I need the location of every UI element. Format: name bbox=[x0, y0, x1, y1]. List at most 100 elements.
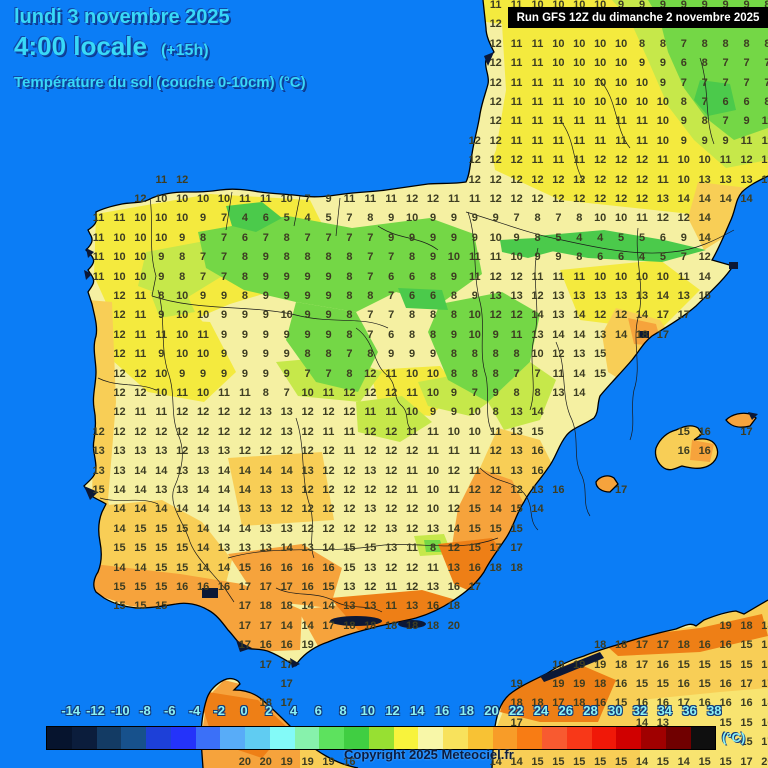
grid-temperature-value: 7 bbox=[262, 231, 269, 244]
grid-temperature-value: 19 bbox=[280, 755, 293, 768]
grid-temperature-value: 9 bbox=[220, 309, 228, 322]
grid-temperature-value: 17 bbox=[238, 581, 252, 593]
grid-temperature-value: 10 bbox=[635, 76, 649, 89]
grid-temperature-value: 11 bbox=[406, 425, 418, 438]
zone-green-tongue bbox=[286, 302, 378, 392]
grid-temperature-value: 10 bbox=[280, 309, 293, 322]
grid-temperature-value: 10 bbox=[614, 37, 628, 50]
grid-temperature-value: 10 bbox=[447, 251, 461, 264]
grid-temperature-value: 18 bbox=[614, 658, 628, 671]
grid-temperature-value: 8 bbox=[764, 96, 768, 108]
grid-temperature-value: 13 bbox=[698, 173, 711, 186]
grid-temperature-value: 12 bbox=[364, 367, 377, 380]
grid-temperature-value: 11 bbox=[385, 406, 398, 419]
grid-temperature-value: 13 bbox=[259, 503, 272, 516]
grid-temperature-value: 14 bbox=[698, 231, 711, 244]
zone-roussillon-lo bbox=[688, 182, 748, 250]
grid-temperature-value: 13 bbox=[594, 328, 607, 341]
zone-algeria-west-deep bbox=[500, 662, 616, 722]
grid-temperature-value: 17 bbox=[259, 581, 272, 593]
grid-temperature-value: 13 bbox=[531, 484, 544, 496]
grid-temperature-value: 14 bbox=[134, 464, 147, 477]
grid-temperature-value: 11 bbox=[427, 561, 439, 574]
grid-temperature-value: 9 bbox=[429, 251, 437, 264]
grid-temperature-value: 10 bbox=[280, 193, 293, 205]
grid-temperature-value: 16 bbox=[468, 561, 481, 574]
grid-temperature-value: 14 bbox=[677, 755, 690, 768]
grid-temperature-value: 8 bbox=[743, 37, 750, 50]
grid-temperature-value: 17 bbox=[635, 639, 649, 652]
grid-temperature-value: 13 bbox=[364, 464, 377, 477]
grid-temperature-value: 10 bbox=[426, 387, 440, 399]
grid-temperature-value: 11 bbox=[364, 406, 377, 419]
grid-temperature-value: 8 bbox=[304, 251, 311, 264]
grid-temperature-value: 7 bbox=[283, 387, 290, 399]
grid-temperature-value: 11 bbox=[615, 134, 627, 147]
grid-temperature-value: 12 bbox=[531, 193, 544, 205]
grid-temperature-value: 14 bbox=[217, 503, 231, 516]
date-label: lundi 3 novembre 2025 bbox=[14, 6, 230, 28]
grid-temperature-value: 10 bbox=[656, 115, 670, 128]
grid-temperature-value: 12 bbox=[176, 406, 189, 419]
grid-temperature-value: 17 bbox=[510, 716, 523, 729]
grid-temperature-value: 6 bbox=[743, 96, 750, 108]
grid-temperature-value: 15 bbox=[614, 755, 628, 768]
grid-temperature-value: 8 bbox=[346, 328, 353, 341]
grid-temperature-value: 12 bbox=[594, 193, 607, 205]
grid-temperature-value: 13 bbox=[510, 406, 523, 419]
grid-temperature-value: 12 bbox=[343, 522, 356, 535]
grid-temperature-value: 9 bbox=[492, 328, 499, 341]
grid-temperature-value: 9 bbox=[220, 367, 228, 380]
grid-temperature-value: 12 bbox=[364, 425, 377, 438]
grid-temperature-value: 10 bbox=[405, 406, 419, 419]
grid-temperature-value: 12 bbox=[489, 270, 502, 283]
grid-temperature-value: 12 bbox=[510, 270, 523, 283]
grid-temperature-value: 12 bbox=[343, 387, 356, 399]
grid-temperature-value: 10 bbox=[677, 173, 690, 186]
grid-temperature-value: 7 bbox=[200, 270, 207, 283]
grid-temperature-value: 7 bbox=[367, 251, 374, 264]
grid-temperature-value: 20 bbox=[447, 619, 461, 632]
grid-temperature-value: 12 bbox=[405, 561, 419, 574]
grid-temperature-value: 12 bbox=[113, 328, 126, 341]
grid-temperature-value: 11 bbox=[468, 251, 481, 264]
grid-temperature-value: 16 bbox=[301, 581, 314, 593]
grid-temperature-value: 17 bbox=[280, 658, 293, 671]
grid-temperature-value: 9 bbox=[638, 0, 646, 11]
grid-temperature-value: 15 bbox=[510, 503, 523, 516]
grid-temperature-value: 6 bbox=[241, 231, 248, 244]
grid-temperature-value: 9 bbox=[722, 134, 729, 147]
grid-temperature-value: 12 bbox=[594, 309, 607, 322]
grid-temperature-value: 12 bbox=[510, 173, 523, 186]
grid-temperature-value: 15 bbox=[468, 522, 481, 535]
grid-temperature-value: 9 bbox=[304, 290, 311, 302]
grid-temperature-value: 13 bbox=[531, 328, 544, 341]
grid-temperature-value: 11 bbox=[322, 387, 335, 399]
grid-temperature-value: 7 bbox=[367, 328, 374, 341]
grid-temperature-value: 13 bbox=[343, 600, 356, 613]
grid-temperature-value: 8 bbox=[492, 367, 499, 380]
grid-temperature-value: 17 bbox=[740, 678, 753, 690]
grid-temperature-value: 12 bbox=[301, 503, 314, 516]
grid-temperature-value: 11 bbox=[552, 96, 565, 108]
grid-temperature-value: 11 bbox=[510, 134, 523, 147]
grid-temperature-value: 11 bbox=[239, 193, 251, 205]
grid-temperature-value: 9 bbox=[158, 348, 165, 361]
grid-temperature-value: 12 bbox=[364, 581, 377, 593]
grid-temperature-value: 8 bbox=[450, 309, 457, 322]
grid-temperature-value: 7 bbox=[367, 231, 374, 244]
grid-temperature-value: 17 bbox=[552, 697, 565, 710]
grid-temperature-value: 7 bbox=[304, 367, 311, 380]
grid-temperature-value: 16 bbox=[635, 697, 649, 710]
grid-temperature-value: 12 bbox=[134, 387, 147, 399]
grid-temperature-value: 8 bbox=[367, 212, 374, 225]
grid-temperature-value: 19 bbox=[510, 678, 523, 690]
grid-temperature-value: 14 bbox=[635, 716, 649, 729]
grid-temperature-value: 11 bbox=[573, 154, 586, 167]
grid-temperature-value: 7 bbox=[346, 212, 353, 225]
grid-temperature-value: 11 bbox=[468, 464, 481, 477]
grid-temperature-value: 18 bbox=[761, 697, 768, 710]
grid-temperature-value: 18 bbox=[677, 639, 690, 652]
zone-mallorca-east bbox=[690, 440, 714, 462]
